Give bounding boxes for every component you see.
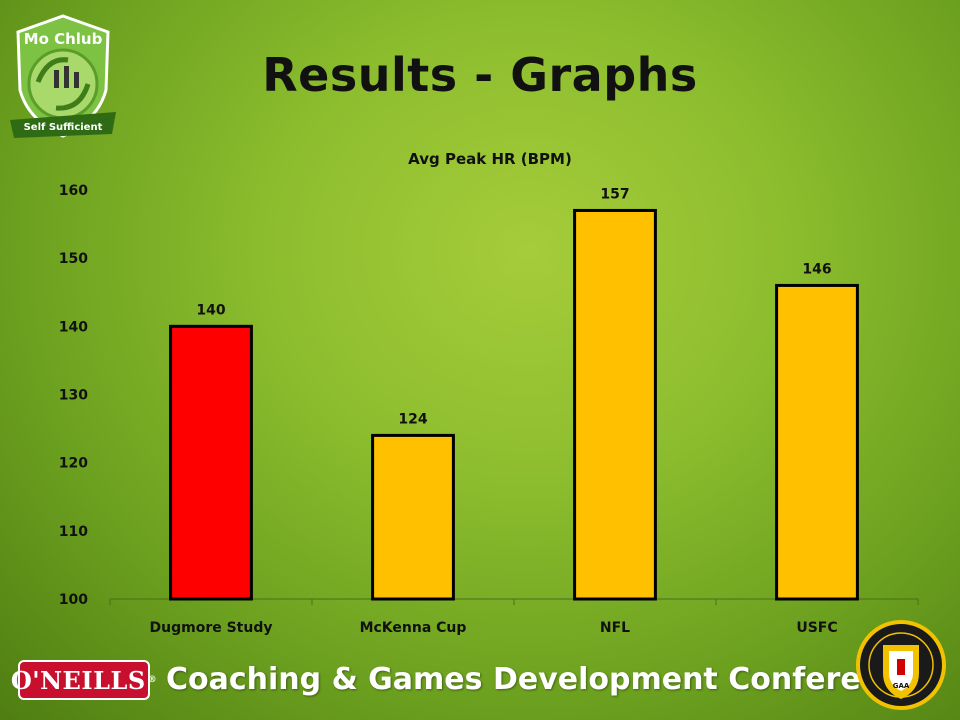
- data-label: 157: [600, 186, 629, 202]
- x-tick-label: USFC: [796, 620, 837, 636]
- logo-title-text: Mo Chlub: [24, 30, 103, 48]
- crest-text: GAA: [893, 682, 910, 690]
- mo-chlub-logo: Mo Chlub Self Sufficient: [10, 14, 116, 138]
- y-tick-label: 120: [59, 456, 88, 472]
- bar-usfc: [775, 283, 859, 601]
- bar-mckenna-cup: [371, 433, 455, 601]
- x-tick-label: Dugmore Study: [150, 620, 273, 636]
- chart-title: Avg Peak HR (BPM): [408, 150, 572, 168]
- y-tick-label: 100: [59, 592, 88, 608]
- bar-dugmore-study: [169, 324, 253, 601]
- oneills-logo: O'NEILLS ®: [11, 660, 157, 700]
- data-label: 146: [802, 261, 831, 277]
- data-label: 124: [398, 411, 427, 427]
- x-tick-label: McKenna Cup: [360, 620, 467, 636]
- y-tick-label: 150: [59, 251, 88, 267]
- page-title: Results - Graphs: [262, 48, 698, 102]
- ulster-gaa-crest: GAA: [856, 620, 946, 710]
- bar-nfl: [573, 208, 657, 601]
- y-tick-label: 160: [59, 183, 88, 199]
- y-tick-label: 140: [59, 319, 88, 335]
- conference-title: Coaching & Games Development Conference: [166, 662, 921, 697]
- x-tick-label: NFL: [600, 620, 630, 636]
- y-tick-label: 110: [59, 524, 88, 540]
- data-label: 140: [196, 302, 225, 318]
- brand-text: O'NEILLS: [10, 665, 146, 695]
- logo-banner-text: Self Sufficient: [24, 122, 103, 133]
- y-tick-label: 130: [59, 388, 88, 404]
